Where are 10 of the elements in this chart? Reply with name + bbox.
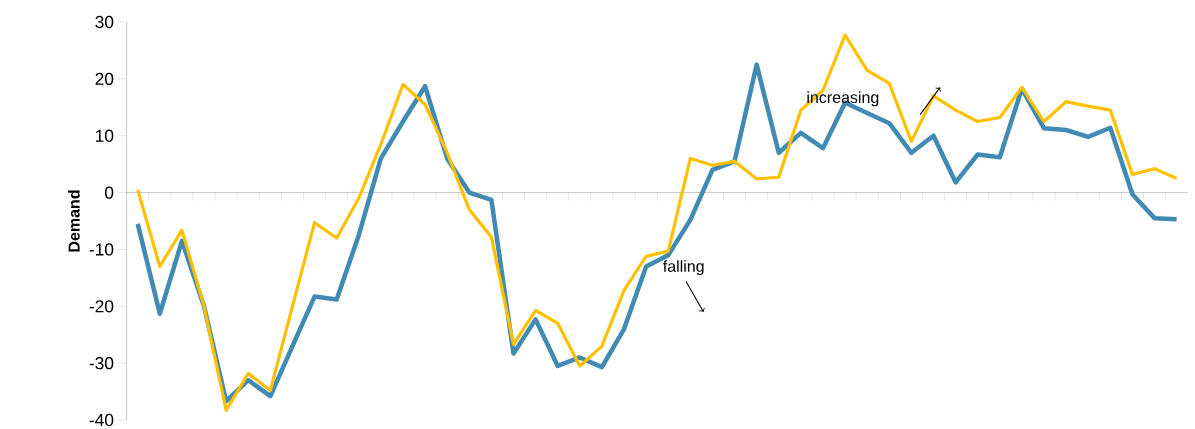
y-tick-label: 20 [95,72,114,85]
y-tick-label: -20 [89,300,114,313]
annotation: falling [663,260,704,276]
y-tick-label: 10 [96,129,114,142]
y-tick-label: 30 [95,15,114,29]
y-tick-label: -10 [89,243,114,256]
y-axis-title: Demand [68,190,80,252]
y-tick-label: -40 [89,413,114,427]
y-tick-label: -30 [89,357,114,370]
y-tick-label: 0 [104,186,114,199]
